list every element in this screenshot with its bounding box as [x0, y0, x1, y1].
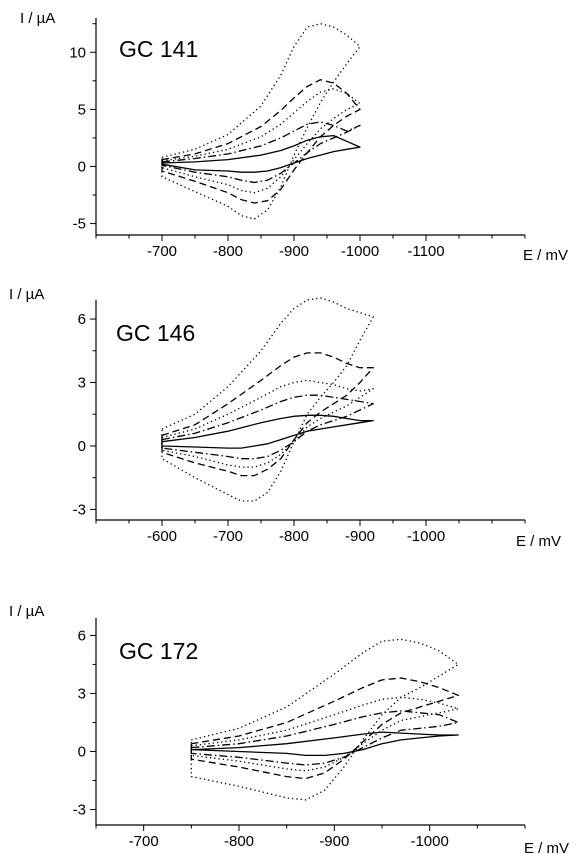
y-axis-label: I / µA — [9, 603, 44, 620]
y-tick-label: 3 — [78, 375, 86, 392]
y-tick-label: 0 — [78, 438, 86, 455]
x-tick-label: -1100 — [407, 243, 444, 260]
x-tick-label: -700 — [147, 243, 177, 260]
x-tick-label: -900 — [279, 243, 309, 260]
x-tick-label: -900 — [319, 833, 349, 850]
y-axis-label: I / µA — [20, 10, 55, 27]
x-axis-label: E / mV — [523, 247, 568, 264]
chart-panel-1: -700 -800 -900 -1000 -1100 -5 0 5 10 I / µA E / mV… — [20, 10, 568, 264]
series-line-5 — [190, 638, 459, 801]
y-tick-label: -5 — [73, 216, 86, 233]
chart-panel-3: -700 -800 -900 -1000 -3 0 3 6 I / µA E / mV GC 172 — [9, 603, 569, 857]
x-tick-label: -1000 — [341, 243, 379, 260]
panel-title: GC 141 — [119, 36, 198, 62]
x-tick-label: -800 — [279, 528, 309, 545]
series-line-4 — [161, 79, 361, 204]
panel-title: GC 146 — [116, 320, 195, 346]
x-tick-label: -800 — [213, 243, 243, 260]
y-tick-label: 10 — [69, 44, 86, 61]
panel-title: GC 172 — [119, 638, 198, 664]
series-line-2 — [161, 394, 374, 460]
y-tick-label: -3 — [73, 802, 86, 819]
series-line-5 — [161, 23, 361, 220]
y-tick-label: 6 — [78, 627, 86, 644]
y-tick-label: 0 — [78, 743, 86, 760]
x-tick-label: -900 — [345, 528, 375, 545]
series-line-1 — [161, 134, 361, 173]
x-tick-label: -600 — [147, 528, 177, 545]
series-line-2 — [161, 121, 361, 184]
series-line-1 — [161, 414, 374, 449]
y-tick-label: 0 — [78, 158, 86, 175]
series-line-3 — [161, 88, 361, 194]
x-tick-label: -1000 — [407, 528, 445, 545]
series-line-2 — [190, 710, 459, 766]
series-line-1 — [191, 731, 459, 757]
y-axis-label: I / µA — [9, 286, 44, 303]
x-tick-label: -700 — [213, 528, 243, 545]
series-line-5 — [161, 297, 374, 502]
series-line-3 — [190, 696, 459, 772]
x-axis-label: E / mV — [516, 533, 561, 550]
y-tick-label: 5 — [78, 101, 86, 118]
x-tick-label: -800 — [224, 833, 254, 850]
y-tick-label: -3 — [73, 501, 86, 518]
series-line-4 — [161, 352, 374, 477]
x-axis-label: E / mV — [524, 840, 569, 857]
y-tick-label: 6 — [78, 311, 86, 328]
chart-panel-2: -600 -700 -800 -900 -1000 -3 0 3 6 I / µA E / mV GC… — [9, 286, 561, 550]
x-tick-label: -1000 — [410, 833, 448, 850]
y-tick-label: 3 — [78, 685, 86, 702]
x-tick-label: -700 — [129, 833, 159, 850]
series-line-4 — [190, 677, 459, 780]
series-line-3 — [161, 379, 374, 468]
